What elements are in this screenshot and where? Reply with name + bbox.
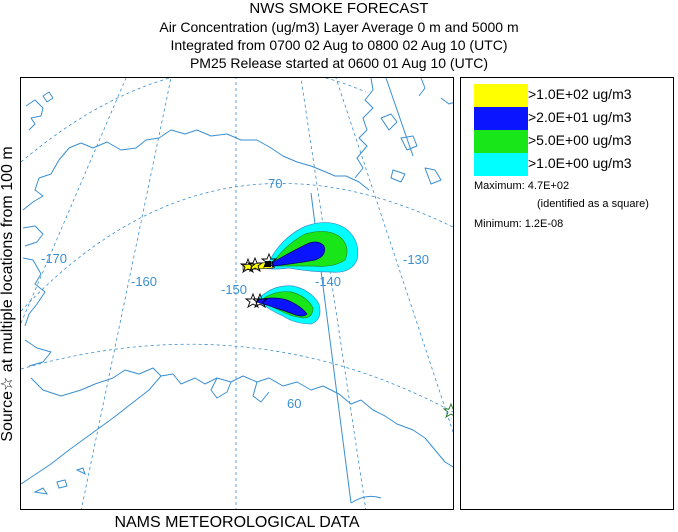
longitude-label: -140 — [315, 274, 341, 289]
legend-panel: >1.0E+02 ug/m3 >2.0E+01 ug/m3 >5.0E+00 u… — [460, 77, 674, 510]
concentration-subtitle: Air Concentration (ug/m3) Layer Average … — [159, 19, 519, 35]
latitude-line-60 — [21, 343, 453, 413]
source-star-icon — [246, 256, 264, 273]
arctic-boundary — [385, 78, 414, 157]
maximum-label: Maximum: — [474, 180, 525, 192]
latitude-label: 70 — [268, 176, 282, 191]
legend-entry: >5.0E+00 ug/m3 — [474, 130, 664, 153]
alaska-map[interactable]: -170 -160 -150 -140 -130 70 60 — [21, 78, 454, 510]
legend-label: >2.0E+01 ug/m3 — [528, 109, 632, 125]
source-star-icon — [260, 252, 278, 269]
minimum-row: Minimum: 1.2E-08 — [474, 218, 563, 230]
minimum-value: 1.2E-08 — [524, 218, 564, 230]
source-star-icon — [251, 292, 269, 309]
legend-swatch-blue — [474, 107, 528, 130]
legend-swatch-cyan — [474, 153, 528, 176]
legend-entry: >2.0E+01 ug/m3 — [474, 107, 664, 130]
meridian-170 — [21, 78, 127, 324]
longitude-label: -170 — [41, 251, 67, 266]
longitude-label: -160 — [131, 274, 157, 289]
latitude-label: 60 — [287, 396, 301, 411]
coastline — [21, 78, 453, 485]
source-star-icon — [239, 257, 257, 274]
aleutian-islands — [33, 467, 86, 495]
meridian-140 — [300, 78, 367, 509]
maximum-square-marker — [265, 261, 271, 267]
graticule — [21, 78, 453, 509]
source-markers — [239, 252, 453, 419]
longitude-label: -130 — [403, 252, 429, 267]
legend-label: >1.0E+02 ug/m3 — [528, 86, 632, 102]
forecast-title: NWS SMOKE FORECAST — [249, 0, 429, 17]
meteorological-data-label: NAMS METEOROLOGICAL DATA — [114, 514, 360, 531]
map-panel[interactable]: -170 -160 -150 -140 -130 70 60 — [20, 77, 454, 510]
legend-label: >5.0E+00 ug/m3 — [528, 132, 632, 148]
legend-entry: >1.0E+02 ug/m3 — [474, 84, 664, 107]
maximum-row: Maximum: 4.7E+02 — [474, 180, 569, 192]
meridian-160 — [81, 78, 172, 509]
maximum-note: (identified as a square) — [537, 198, 649, 210]
smoke-plume-south[interactable] — [256, 285, 321, 325]
legend-entry: >1.0E+00 ug/m3 — [474, 153, 664, 176]
legend-swatch-green — [474, 130, 528, 153]
longitude-label: -150 — [221, 282, 247, 297]
source-side-label: Source☆ at multiple locations from 100 m — [0, 146, 16, 442]
source-star-icon — [442, 402, 453, 419]
legend-swatch-yellow — [474, 84, 528, 107]
maximum-value: 4.7E+02 — [527, 180, 570, 192]
minimum-label: Minimum: — [474, 218, 522, 230]
legend-label: >1.0E+00 ug/m3 — [528, 155, 632, 171]
latitude-line-75 — [21, 78, 367, 163]
integration-period: Integrated from 0700 02 Aug to 0800 02 A… — [170, 37, 508, 53]
release-start: PM25 Release started at 0600 01 Aug 10 (… — [189, 55, 489, 71]
latitude-line-65 — [21, 183, 453, 312]
